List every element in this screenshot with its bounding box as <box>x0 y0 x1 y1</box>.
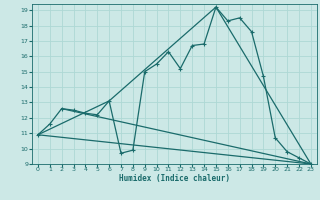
X-axis label: Humidex (Indice chaleur): Humidex (Indice chaleur) <box>119 174 230 183</box>
